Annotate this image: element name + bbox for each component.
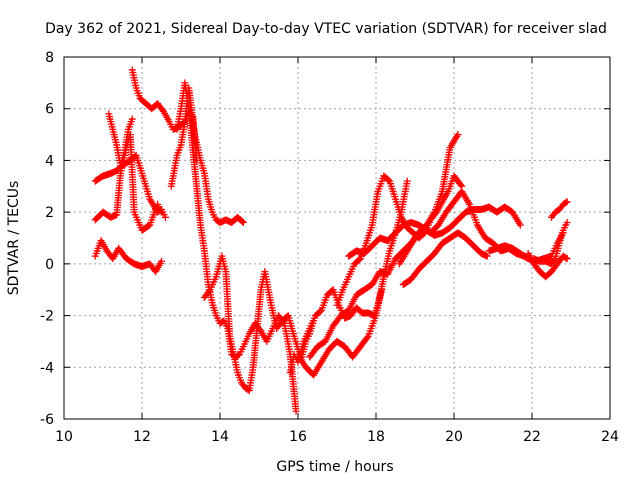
x-tick-label: 16 [289, 429, 307, 445]
x-axis-title: GPS time / hours [276, 459, 393, 475]
chart-title: Day 362 of 2021, Sidereal Day-to-day VTE… [45, 21, 607, 37]
x-tick-label: 14 [211, 429, 229, 445]
series-arc-1 [91, 151, 169, 221]
data-point [316, 307, 324, 315]
series-arc-14 [395, 187, 528, 268]
data-point [431, 210, 439, 218]
data-point [562, 199, 570, 207]
data-point [158, 106, 166, 114]
y-tick-label: -4 [40, 360, 54, 376]
series-arc-9 [286, 286, 386, 376]
data-point [292, 407, 300, 415]
y-tick-label: 0 [45, 257, 54, 273]
x-tick-label: 10 [55, 429, 73, 445]
data-point [384, 176, 392, 184]
y-tick-label: 8 [45, 50, 54, 66]
data-point [355, 256, 363, 264]
data-point [563, 198, 571, 206]
series-arc-3 [91, 237, 165, 276]
y-tick-label: -2 [40, 309, 54, 325]
y-axis-title: SDTVAR / TECUs [6, 181, 22, 296]
data-point [516, 221, 524, 229]
data-points [91, 66, 571, 415]
data-point [563, 255, 571, 263]
data-point [457, 181, 465, 189]
data-point [158, 257, 165, 265]
axis-ticks [63, 56, 611, 420]
data-point [563, 218, 571, 226]
y-tick-label: 2 [45, 205, 54, 221]
data-point [562, 254, 570, 262]
x-tick-label: 20 [445, 429, 463, 445]
data-point [454, 131, 462, 139]
grid [64, 57, 610, 419]
x-tick-label: 22 [523, 429, 541, 445]
x-tick-label: 18 [367, 429, 385, 445]
y-tick-label: -6 [40, 412, 54, 428]
series-arc-10 [294, 177, 411, 379]
data-point [483, 252, 491, 260]
data-point [363, 334, 371, 342]
x-tick-label: 12 [133, 429, 151, 445]
series-arc-2 [91, 131, 165, 234]
plot-frame [63, 56, 611, 420]
x-tick-labels: 10 12 14 16 18 20 22 24 [55, 429, 619, 445]
data-point [180, 119, 188, 127]
data-point [239, 218, 247, 226]
data-point [403, 177, 411, 185]
data-point [158, 208, 165, 216]
series-arc-4 [105, 110, 136, 170]
y-tick-label: 6 [45, 102, 54, 118]
data-point [238, 217, 246, 225]
series-arc-18 [530, 218, 571, 268]
series-arc-19 [548, 198, 571, 221]
data-point [128, 115, 136, 123]
y-tick-labels: -6 -4 -2 0 2 4 6 8 [40, 50, 54, 428]
y-tick-label: 4 [45, 153, 54, 169]
series-arc-15 [399, 229, 491, 289]
data-point [161, 213, 169, 221]
data-point [205, 287, 213, 295]
x-tick-label: 24 [601, 429, 619, 445]
